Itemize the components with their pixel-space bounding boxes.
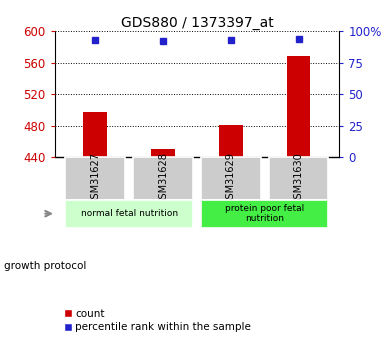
- Text: GSM31630: GSM31630: [294, 152, 304, 205]
- Text: protein poor fetal
nutrition: protein poor fetal nutrition: [225, 204, 304, 223]
- Bar: [133, 157, 193, 200]
- Text: GSM31629: GSM31629: [226, 152, 236, 205]
- Text: GSM31628: GSM31628: [158, 152, 168, 205]
- Bar: [287, 56, 310, 157]
- Text: normal fetal nutrition: normal fetal nutrition: [81, 209, 178, 218]
- Bar: [66, 157, 125, 200]
- Text: growth protocol: growth protocol: [4, 261, 86, 270]
- Text: GSM31627: GSM31627: [90, 152, 100, 205]
- Bar: [219, 125, 243, 157]
- Bar: [151, 149, 175, 157]
- Title: GDS880 / 1373397_at: GDS880 / 1373397_at: [121, 16, 273, 30]
- Bar: [201, 200, 328, 228]
- Bar: [83, 112, 107, 157]
- Legend: count, percentile rank within the sample: count, percentile rank within the sample: [60, 305, 255, 336]
- Bar: [66, 200, 193, 228]
- Bar: [269, 157, 328, 200]
- Bar: [201, 157, 261, 200]
